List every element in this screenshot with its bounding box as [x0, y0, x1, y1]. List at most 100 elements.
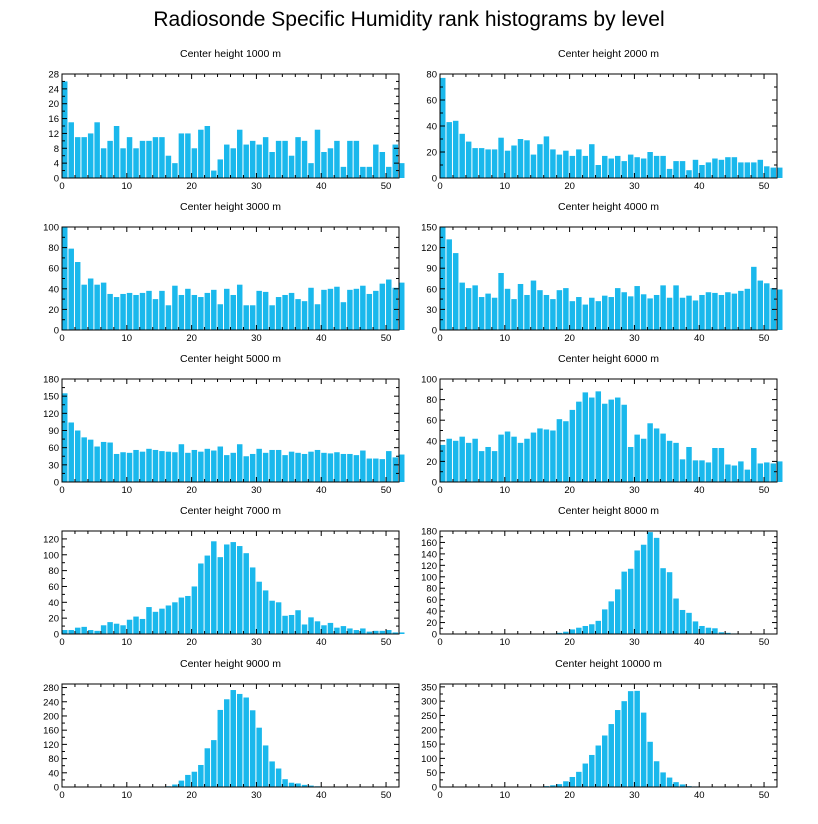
bar	[366, 293, 373, 330]
bar	[399, 454, 405, 482]
bar	[764, 462, 770, 482]
bar	[569, 776, 576, 787]
bar	[399, 282, 405, 330]
x-tick-label: 0	[437, 333, 442, 344]
x-tick-label: 0	[437, 790, 442, 801]
bar	[224, 288, 230, 330]
bar	[465, 288, 472, 330]
bar	[731, 157, 738, 178]
x-tick-label: 20	[564, 333, 575, 344]
x-tick-label: 10	[122, 485, 133, 496]
bar	[139, 140, 146, 178]
bar	[360, 628, 366, 634]
bar	[757, 159, 764, 178]
x-tick-label: 40	[694, 333, 705, 344]
bar	[366, 458, 373, 482]
bar	[731, 465, 738, 482]
bar	[62, 393, 68, 482]
bar	[614, 288, 621, 330]
bar	[543, 136, 550, 178]
x-tick-label: 0	[437, 181, 442, 192]
bar	[217, 159, 224, 178]
y-tick-label: 16	[48, 114, 59, 125]
bar	[550, 430, 556, 482]
bar	[660, 568, 666, 634]
bar	[686, 170, 692, 178]
x-tick-label: 0	[59, 333, 64, 344]
bar	[191, 771, 198, 787]
bar	[621, 404, 627, 482]
bar	[198, 129, 204, 178]
bar	[660, 433, 666, 482]
y-tick-label: 200	[421, 725, 437, 736]
bar	[399, 632, 405, 634]
bar	[452, 253, 459, 330]
bar	[165, 155, 172, 178]
bar	[211, 541, 217, 634]
x-tick-label: 10	[500, 637, 511, 648]
bar	[178, 597, 185, 634]
y-tick-label: 20	[426, 457, 437, 468]
bar	[751, 162, 757, 178]
bar	[288, 155, 295, 178]
bar	[712, 292, 718, 330]
bar	[465, 442, 472, 482]
panel-title: Center height 5000 m	[180, 353, 281, 365]
bar	[146, 140, 152, 178]
bar	[757, 280, 764, 330]
bar	[224, 144, 230, 178]
x-tick-label: 20	[564, 790, 575, 801]
bar	[321, 152, 327, 178]
bar	[738, 290, 744, 330]
x-tick-label: 10	[122, 333, 133, 344]
y-tick-label: 60	[48, 582, 59, 593]
bar	[498, 434, 504, 482]
bar	[308, 617, 314, 634]
bar	[152, 137, 159, 178]
bar	[113, 623, 120, 634]
bar	[198, 451, 204, 482]
bar	[491, 297, 498, 330]
bar	[211, 170, 217, 178]
bar	[126, 619, 133, 634]
bar	[660, 155, 666, 178]
y-tick-label: 160	[421, 538, 437, 549]
bar	[589, 297, 595, 330]
bar	[314, 449, 321, 482]
bar	[718, 294, 725, 330]
bar	[100, 625, 107, 634]
bar	[627, 568, 634, 634]
bar	[563, 781, 569, 787]
bar	[347, 628, 353, 634]
bar	[725, 464, 731, 482]
bar	[262, 137, 269, 178]
x-tick-label: 10	[500, 485, 511, 496]
bar	[757, 463, 764, 482]
bar	[589, 624, 595, 634]
bar	[243, 305, 249, 330]
bar	[673, 161, 679, 178]
y-tick-label: 80	[426, 70, 437, 81]
bar	[602, 403, 608, 482]
bar	[133, 294, 139, 330]
bar	[595, 391, 602, 482]
bar	[159, 290, 165, 330]
bar	[511, 145, 517, 178]
bar	[640, 438, 647, 482]
bar	[249, 305, 256, 330]
bar	[262, 590, 269, 634]
bar	[692, 621, 699, 634]
bar	[68, 248, 74, 330]
bar	[472, 285, 478, 330]
bar	[236, 546, 243, 634]
bar	[87, 630, 94, 634]
bar	[589, 397, 595, 482]
bar	[236, 444, 243, 482]
bar	[576, 297, 582, 330]
bar	[74, 262, 81, 330]
bar	[614, 155, 621, 178]
bar	[87, 439, 94, 482]
bar	[340, 166, 347, 178]
bar	[530, 280, 537, 330]
